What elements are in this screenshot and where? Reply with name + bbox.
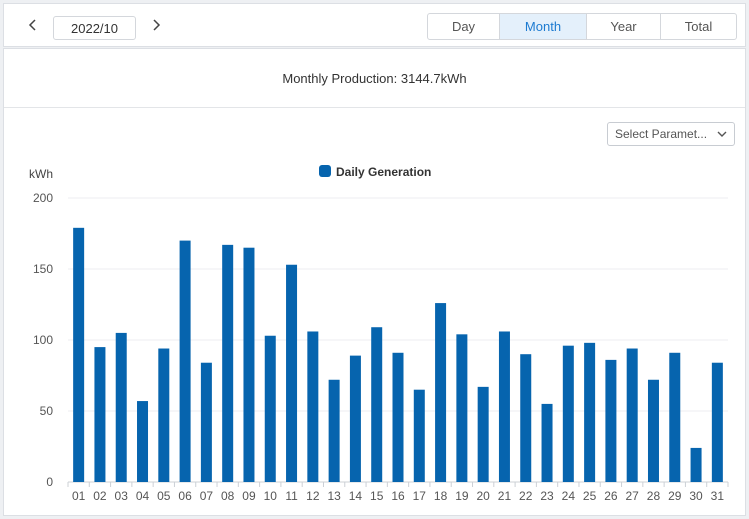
tab-total[interactable]: Total (684, 19, 713, 34)
monthly-production-summary: Monthly Production: 3144.7kWh (4, 49, 745, 108)
bar-day-26 (605, 359, 617, 482)
next-period-button[interactable] (146, 14, 166, 36)
bar-day-24 (562, 345, 574, 482)
select-parameter-value: Select Paramet... (615, 127, 708, 141)
y-tick-label: 150 (33, 262, 53, 276)
x-tick-label: 03 (115, 489, 129, 503)
bar-day-09 (243, 247, 255, 482)
x-tick-label: 01 (72, 489, 86, 503)
x-tick-label: 04 (136, 489, 150, 503)
x-tick-label: 07 (200, 489, 214, 503)
x-tick-label: 29 (668, 489, 682, 503)
bar-day-20 (477, 386, 489, 482)
bar-day-17 (413, 389, 425, 482)
x-tick-label: 24 (562, 489, 576, 503)
bar-day-05 (158, 348, 170, 482)
bar-day-18 (435, 303, 447, 482)
y-tick-label: 50 (40, 404, 54, 418)
bar-day-11 (286, 264, 298, 482)
bar-day-13 (328, 379, 340, 482)
x-tick-label: 06 (178, 489, 192, 503)
y-tick-label: 0 (46, 475, 53, 489)
prev-period-button[interactable] (23, 14, 43, 36)
x-tick-label: 02 (93, 489, 107, 503)
x-tick-label: 16 (391, 489, 405, 503)
bar-day-21 (498, 331, 510, 482)
period-toolbar: 2022/10 Day Month Year Total (3, 3, 746, 47)
bar-day-25 (584, 342, 596, 482)
chevron-left-icon (28, 19, 36, 31)
x-tick-label: 13 (327, 489, 341, 503)
bar-day-29 (669, 352, 681, 482)
bar-day-30 (690, 447, 702, 482)
bar-day-07 (200, 362, 212, 482)
x-tick-label: 30 (689, 489, 703, 503)
x-tick-label: 31 (711, 489, 725, 503)
tab-month[interactable]: Month (500, 14, 587, 39)
x-tick-label: 21 (498, 489, 512, 503)
x-tick-label: 28 (647, 489, 661, 503)
bar-day-15 (371, 327, 383, 482)
bar-day-19 (456, 334, 468, 482)
bar-day-27 (626, 348, 638, 482)
bar-day-03 (115, 332, 127, 482)
x-tick-label: 15 (370, 489, 384, 503)
bar-day-28 (647, 379, 659, 482)
bar-day-23 (541, 403, 553, 482)
tab-year[interactable]: Year (587, 14, 661, 39)
x-tick-label: 25 (583, 489, 597, 503)
x-tick-label: 18 (434, 489, 448, 503)
bar-day-16 (392, 352, 404, 482)
x-tick-label: 09 (242, 489, 256, 503)
date-picker[interactable]: 2022/10 (53, 16, 136, 40)
bar-day-12 (307, 331, 319, 482)
bar-day-04 (137, 401, 149, 482)
legend-label: Daily Generation (336, 165, 431, 179)
bar-day-31 (711, 362, 723, 482)
x-tick-label: 19 (455, 489, 469, 503)
bar-day-02 (94, 347, 106, 482)
chevron-right-icon (153, 19, 161, 31)
select-parameter-dropdown[interactable]: Select Paramet... (607, 122, 735, 146)
bar-day-06 (179, 240, 191, 482)
x-tick-label: 14 (349, 489, 363, 503)
legend-swatch (319, 165, 331, 177)
x-tick-label: 20 (476, 489, 490, 503)
x-tick-label: 11 (285, 489, 298, 503)
y-tick-label: 100 (33, 333, 53, 347)
bar-day-22 (520, 354, 532, 482)
x-tick-label: 17 (413, 489, 427, 503)
x-tick-label: 08 (221, 489, 235, 503)
bar-day-01 (73, 227, 85, 482)
bar-day-08 (222, 244, 234, 482)
chevron-down-icon (717, 131, 727, 137)
x-tick-label: 10 (264, 489, 278, 503)
x-tick-label: 12 (306, 489, 320, 503)
x-tick-label: 26 (604, 489, 618, 503)
y-tick-label: 200 (33, 191, 53, 205)
period-tabs: Day Month Year Total (427, 13, 737, 40)
bar-day-14 (349, 355, 361, 482)
production-card: Monthly Production: 3144.7kWh Select Par… (3, 48, 746, 516)
y-axis-label: kWh (29, 167, 53, 181)
x-tick-label: 22 (519, 489, 533, 503)
bar-day-10 (264, 335, 276, 482)
x-tick-label: 05 (157, 489, 171, 503)
x-tick-label: 27 (626, 489, 640, 503)
tab-day[interactable]: Day (428, 14, 500, 39)
x-tick-label: 23 (540, 489, 554, 503)
